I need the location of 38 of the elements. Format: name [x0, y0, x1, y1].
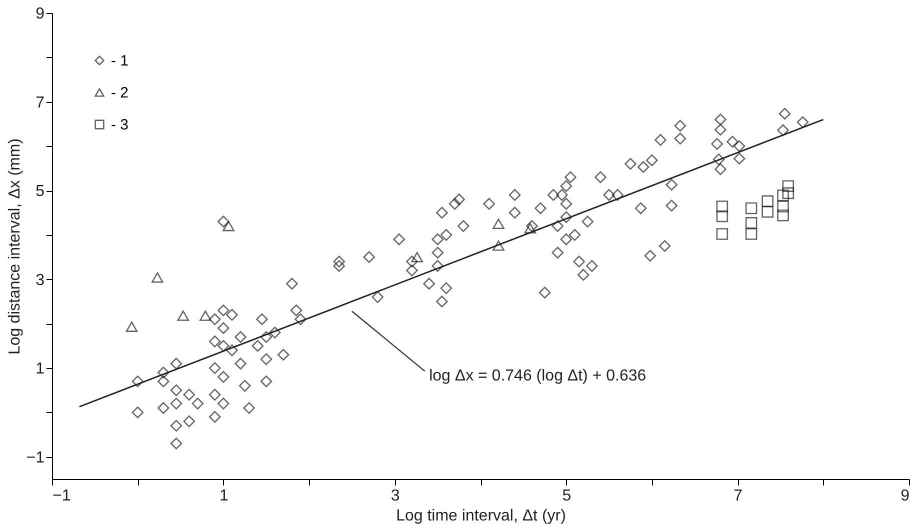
point: [777, 209, 789, 222]
point: [152, 272, 164, 283]
y-tick-label: 3: [36, 272, 45, 289]
y-tick-label: 1: [36, 360, 45, 378]
y-tick-label: −1: [26, 449, 45, 466]
point: [716, 228, 728, 240]
legend-label: - 1: [111, 52, 129, 70]
point: [200, 310, 212, 321]
x-axis-title: Log time interval, Δt (yr): [396, 508, 566, 524]
y-tick-label: 5: [36, 183, 45, 200]
point: [762, 206, 774, 218]
x-tick-label: 7: [734, 488, 743, 504]
x-tick-label: 5: [562, 488, 572, 504]
point: [126, 322, 138, 332]
y-tick-label: 9: [36, 6, 45, 22]
point: [745, 202, 758, 214]
point: [492, 240, 504, 251]
x-tick-label: 3: [390, 488, 400, 504]
point: [716, 200, 728, 212]
point: [492, 218, 504, 229]
point: [177, 310, 190, 321]
y-axis-title: Log distance interval, Δx (mm): [6, 138, 24, 355]
x-tick-label: 1: [219, 488, 228, 504]
point: [777, 190, 789, 202]
point: [782, 187, 794, 200]
x-tick-label: 9: [900, 488, 910, 504]
x-tick-label: −1: [52, 488, 71, 504]
point: [745, 217, 758, 229]
point: [745, 228, 758, 240]
point: [524, 223, 536, 234]
point: [762, 195, 774, 208]
point: [777, 200, 789, 212]
legend-label: - 3: [111, 116, 129, 134]
point: [716, 210, 728, 222]
annotation: log Δx = 0.746 (log Δt) + 0.636: [429, 368, 646, 385]
legend-label: - 2: [111, 84, 129, 102]
y-tick-label: 7: [36, 94, 45, 112]
point: [782, 180, 794, 192]
